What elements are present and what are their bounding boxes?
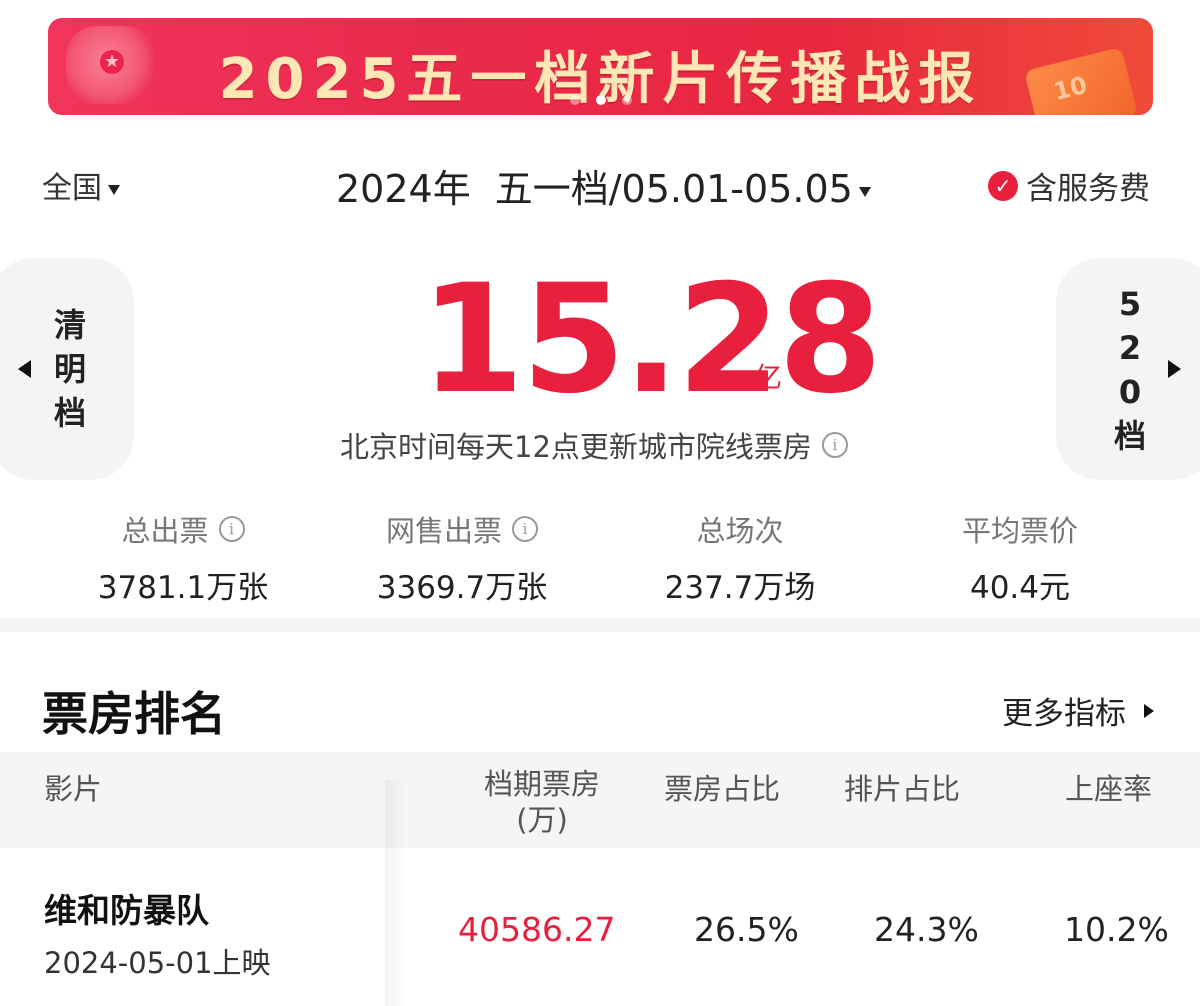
movie-title: 维和防暴队 — [44, 891, 209, 930]
stat-value: 3781.1万张 — [97, 570, 269, 606]
stat-total-tickets: 总出票 i 3781.1万张 — [58, 508, 308, 607]
info-icon[interactable]: i — [821, 432, 848, 458]
caret-down-icon — [108, 184, 120, 195]
ranking-title: 票房排名 — [42, 687, 226, 741]
info-icon[interactable]: i — [512, 516, 538, 542]
column-header-screening-share[interactable]: 排片占比 — [844, 772, 961, 806]
screening-share-value: 24.3% — [874, 910, 979, 949]
column-header-box-office[interactable]: 档期票房 (万) — [484, 766, 600, 838]
column-header-film: 影片 — [44, 772, 103, 806]
region-selector[interactable]: 全国 — [42, 163, 120, 207]
carousel-dot[interactable] — [569, 95, 580, 105]
sticky-column-shadow — [385, 780, 405, 1006]
info-icon[interactable]: i — [218, 516, 245, 542]
stat-label: 网售出票 — [385, 514, 502, 548]
carousel-dot[interactable] — [621, 95, 632, 105]
box-office-value: 40586.27 — [458, 910, 616, 949]
year-label: 2024年 — [336, 167, 471, 211]
stat-value: 40.4元 — [969, 570, 1071, 606]
region-label: 全国 — [42, 171, 102, 206]
arrow-right-icon — [1168, 360, 1181, 378]
column-header-unit: (万) — [516, 803, 568, 837]
arrow-left-icon — [18, 360, 31, 378]
prev-period-char: 清 — [53, 306, 86, 344]
prev-period-button[interactable]: 清 明 档 — [0, 258, 134, 480]
share-value: 26.5% — [694, 910, 799, 949]
release-date: 2024-05-01上映 — [44, 946, 271, 980]
more-metrics-link[interactable]: 更多指标 — [1002, 688, 1154, 733]
caret-down-icon — [858, 186, 871, 197]
check-circle-icon: ✓ — [988, 170, 1018, 201]
stat-value: 237.7万场 — [664, 570, 816, 606]
stat-label: 平均票价 — [961, 514, 1078, 548]
column-header-label: 档期票房 — [484, 767, 601, 801]
next-period-char: 2 — [1118, 329, 1142, 367]
carousel-dot-active[interactable] — [595, 95, 606, 105]
prev-period-char: 明 — [53, 350, 86, 388]
update-note: 北京时间每天12点更新城市院线票房 i — [340, 424, 848, 466]
service-fee-label: 含服务费 — [1026, 171, 1150, 207]
occupancy-value: 10.2% — [1064, 910, 1169, 949]
more-metrics-label: 更多指标 — [1002, 696, 1126, 732]
period-label: 五一档/05.01-05.05 — [494, 167, 853, 211]
stat-label: 总场次 — [696, 514, 784, 548]
service-fee-toggle[interactable]: ✓ 含服务费 — [988, 163, 1150, 208]
table-row[interactable]: 维和防暴队 2024-05-01上映 40586.27 26.5% 24.3% … — [0, 848, 1200, 1006]
next-period-char: 0 — [1118, 373, 1142, 411]
column-header-occupancy[interactable]: 上座率 — [1065, 772, 1153, 806]
total-box-office: 15.28 — [420, 253, 882, 427]
update-note-text: 北京时间每天12点更新城市院线票房 — [340, 430, 812, 464]
prev-period-label: 清 明 档 — [50, 303, 90, 435]
stat-total-screenings: 总场次 237.7万场 — [615, 508, 865, 607]
next-period-char: 档 — [1113, 417, 1146, 455]
box-office-unit: 亿 — [754, 361, 783, 394]
stat-value: 3369.7万张 — [376, 570, 548, 606]
next-period-button[interactable]: 5 2 0 档 — [1056, 258, 1200, 480]
carousel-indicator — [48, 90, 1153, 109]
medal-decoration: ★ — [66, 26, 156, 104]
section-divider — [0, 618, 1200, 632]
promo-banner[interactable]: ★ 10 2025五一档新片传播战报 — [48, 18, 1153, 115]
stat-avg-price: 平均票价 40.4元 — [895, 508, 1145, 607]
period-selector[interactable]: 2024年 五一档/05.01-05.05 — [336, 158, 871, 213]
prev-period-char: 档 — [53, 394, 86, 432]
next-period-char: 5 — [1118, 285, 1142, 323]
stat-online-tickets: 网售出票 i 3369.7万张 — [337, 508, 587, 607]
stat-label: 总出票 — [121, 514, 209, 548]
arrow-right-icon — [1144, 703, 1154, 718]
column-header-share[interactable]: 票房占比 — [664, 772, 781, 806]
table-header: 影片 档期票房 (万) 票房占比 排片占比 上座率 — [0, 752, 1200, 848]
next-period-label: 5 2 0 档 — [1110, 282, 1150, 458]
